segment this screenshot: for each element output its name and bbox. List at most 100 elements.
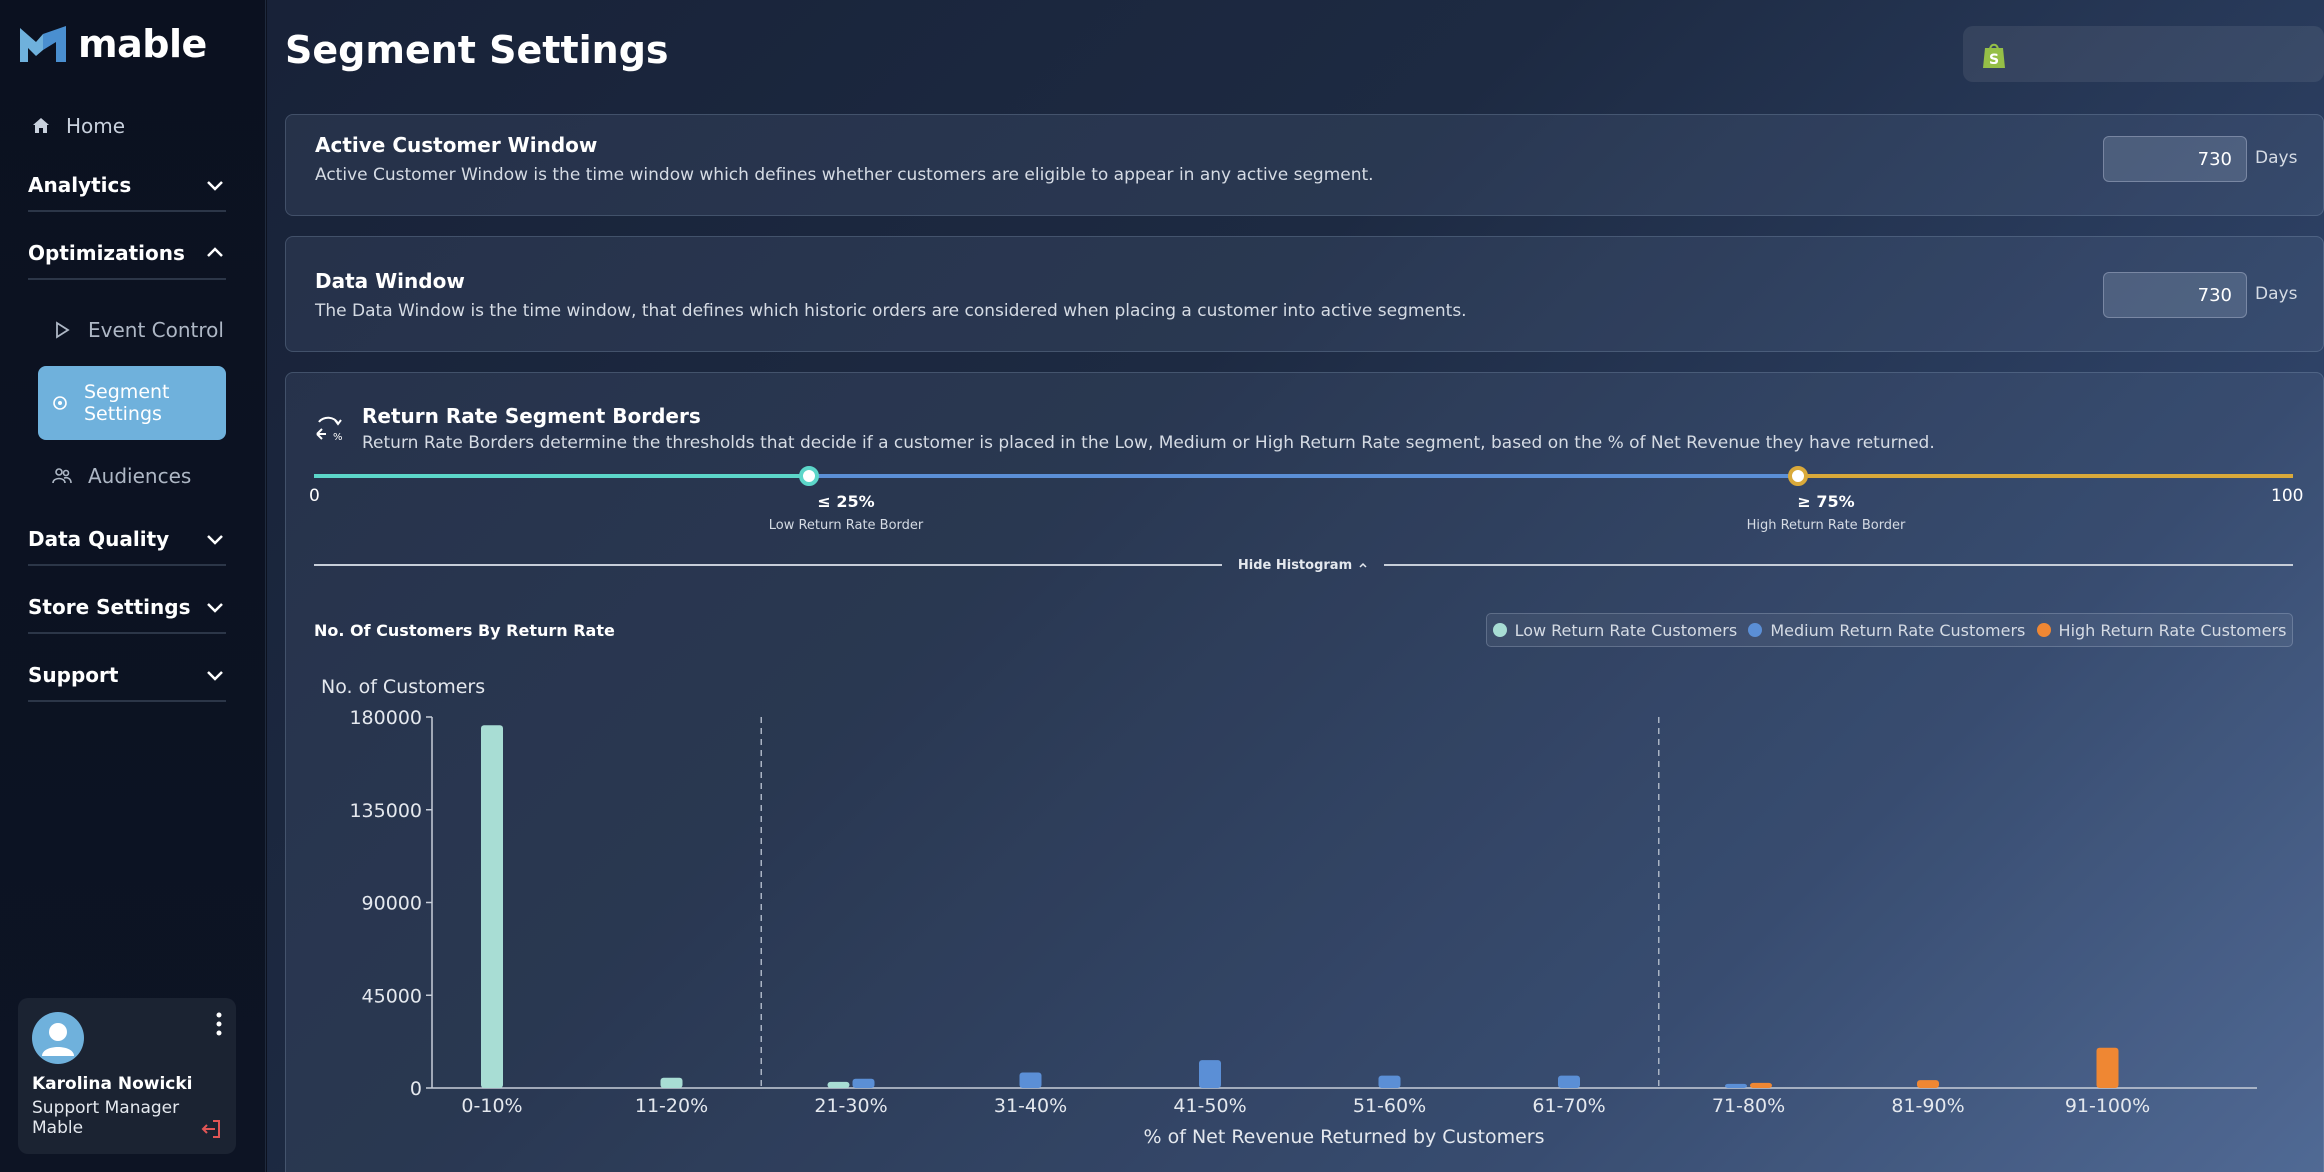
toggle-label: Hide Histogram — [1237, 557, 1353, 573]
brand-name: mable — [78, 22, 207, 66]
sidebar-item-label: Event Control — [88, 318, 224, 342]
sidebar-section-data-quality[interactable]: Data Quality — [28, 514, 226, 566]
sidebar-section-store-settings[interactable]: Store Settings — [28, 582, 226, 634]
low-border-handle[interactable] — [798, 466, 819, 486]
return-rate-icon: % — [316, 416, 343, 443]
chevron-down-icon — [207, 181, 223, 191]
x-tick-label: 11-20% — [635, 1095, 708, 1117]
y-tick-label: 45000 — [362, 985, 422, 1007]
chevron-down-icon — [207, 671, 223, 681]
low-border-caption: Low Return Rate Border — [768, 518, 924, 533]
high-border-value: ≥ 75% — [1797, 492, 1855, 511]
slider-track-medium — [808, 474, 1799, 478]
sidebar-item-event-control[interactable]: Event Control — [52, 318, 224, 342]
bar-high-return-rate-customers — [1917, 1080, 1939, 1088]
slider-min-label: 0 — [309, 486, 320, 506]
slider-track-high — [1798, 474, 2293, 478]
chevron-up-icon — [207, 247, 223, 257]
chevron-down-icon — [207, 535, 223, 545]
legend-item-medium[interactable]: Medium Return Rate Customers — [1748, 621, 2025, 640]
audiences-icon — [52, 468, 72, 484]
return-rate-slider[interactable] — [314, 466, 2293, 486]
svg-text:S: S — [1989, 52, 1999, 68]
page-title: Segment Settings — [285, 28, 669, 72]
home-icon — [33, 118, 49, 133]
mable-logo-icon — [20, 26, 66, 62]
borders-description: Return Rate Borders determine the thresh… — [362, 433, 1935, 453]
x-tick-label: 41-50% — [1173, 1095, 1246, 1117]
bar-medium-return-rate-customers — [1378, 1075, 1401, 1088]
sidebar-section-optimizations[interactable]: Optimizations — [28, 228, 226, 280]
active-window-days-input[interactable] — [2103, 136, 2247, 182]
sidebar-item-home[interactable]: Home — [32, 114, 125, 138]
x-tick-label: 91-100% — [2065, 1095, 2150, 1117]
bar-medium-return-rate-customers — [1199, 1060, 1221, 1088]
active-window-description: Active Customer Window is the time windo… — [315, 165, 1374, 185]
y-tick-label: 135000 — [349, 800, 422, 822]
data-window-days-input[interactable] — [2103, 272, 2247, 318]
avatar[interactable] — [32, 1012, 84, 1064]
x-tick-label: 0-10% — [461, 1095, 522, 1117]
borders-title: Return Rate Segment Borders — [362, 404, 701, 428]
legend-dot — [2036, 623, 2051, 637]
legend-item-high[interactable]: High Return Rate Customers — [2036, 620, 2287, 640]
divider-left — [314, 564, 1222, 566]
section-label: Support — [28, 663, 119, 687]
data-window-unit: Days — [2255, 284, 2298, 304]
legend-item-low[interactable]: Low Return Rate Customers — [1492, 621, 1737, 640]
shopify-store-selector[interactable]: S — [1963, 26, 2324, 82]
bar-medium-return-rate-customers — [1558, 1075, 1580, 1088]
legend-dot — [1748, 623, 1763, 637]
chart-legend: Low Return Rate Customers Medium Return … — [1486, 613, 2293, 647]
x-tick-label: 71-80% — [1712, 1095, 1785, 1117]
x-tick-label: 51-60% — [1353, 1095, 1426, 1117]
bar-low-return-rate-customers — [827, 1081, 850, 1088]
y-tick-label: 180000 — [349, 707, 422, 729]
sidebar-section-support[interactable]: Support — [28, 650, 226, 702]
x-tick-label: 81-90% — [1891, 1095, 1964, 1117]
sidebar-item-segment-settings[interactable]: Segment Settings — [38, 366, 226, 440]
y-axis-label: No. of Customers — [321, 676, 485, 698]
y-tick-label: 90000 — [362, 893, 422, 915]
section-label: Optimizations — [28, 241, 185, 265]
bar-high-return-rate-customers — [1750, 1082, 1772, 1088]
slider-max-label: 100 — [2271, 486, 2304, 506]
histogram-chart: No. of Customers % of Net Revenue Return… — [321, 676, 2257, 1148]
user-icon — [42, 1023, 74, 1056]
more-options-icon[interactable] — [216, 1012, 222, 1036]
chevron-up-icon — [1359, 562, 1367, 568]
shopify-icon: S — [1983, 43, 2005, 68]
x-tick-label: 31-40% — [994, 1095, 1067, 1117]
slider-track-low — [314, 474, 809, 478]
x-tick-label: 61-70% — [1532, 1095, 1605, 1117]
bar-medium-return-rate-customers — [1725, 1083, 1747, 1088]
sidebar-item-audiences[interactable]: Audiences — [52, 464, 191, 488]
data-window-description: The Data Window is the time window, that… — [315, 301, 1467, 321]
active-window-title: Active Customer Window — [315, 133, 598, 157]
x-axis-label: % of Net Revenue Returned by Customers — [1144, 1126, 1545, 1148]
sidebar-item-label: Audiences — [88, 464, 192, 488]
divider-right — [1384, 564, 2293, 566]
y-tick-label: 0 — [410, 1078, 422, 1100]
bar-low-return-rate-customers — [481, 725, 503, 1088]
legend-label: Medium Return Rate Customers — [1770, 620, 2026, 640]
play-icon — [56, 321, 70, 339]
return-rate-borders-card — [285, 372, 2324, 1172]
legend-label: High Return Rate Customers — [2058, 620, 2287, 640]
bar-low-return-rate-customers — [660, 1077, 683, 1088]
logo[interactable]: mable — [18, 22, 207, 66]
bar-high-return-rate-customers — [2096, 1047, 2119, 1088]
user-card: Karolina Nowicki Support Manager Mable — [18, 998, 236, 1154]
high-border-handle[interactable] — [1788, 466, 1809, 486]
chart-title: No. Of Customers By Return Rate — [314, 621, 615, 640]
logout-icon[interactable] — [200, 1118, 222, 1140]
high-border-caption: High Return Rate Border — [1746, 518, 1906, 533]
sidebar-item-label: Segment Settings — [84, 381, 170, 425]
section-label: Store Settings — [28, 595, 191, 619]
x-tick-label: 21-30% — [814, 1095, 887, 1117]
hide-histogram-toggle[interactable]: Hide Histogram — [1227, 556, 1379, 574]
sidebar-item-label: Home — [66, 114, 126, 138]
section-label: Data Quality — [28, 527, 170, 551]
sidebar-section-analytics[interactable]: Analytics — [28, 160, 226, 212]
chevron-down-icon — [207, 603, 223, 613]
